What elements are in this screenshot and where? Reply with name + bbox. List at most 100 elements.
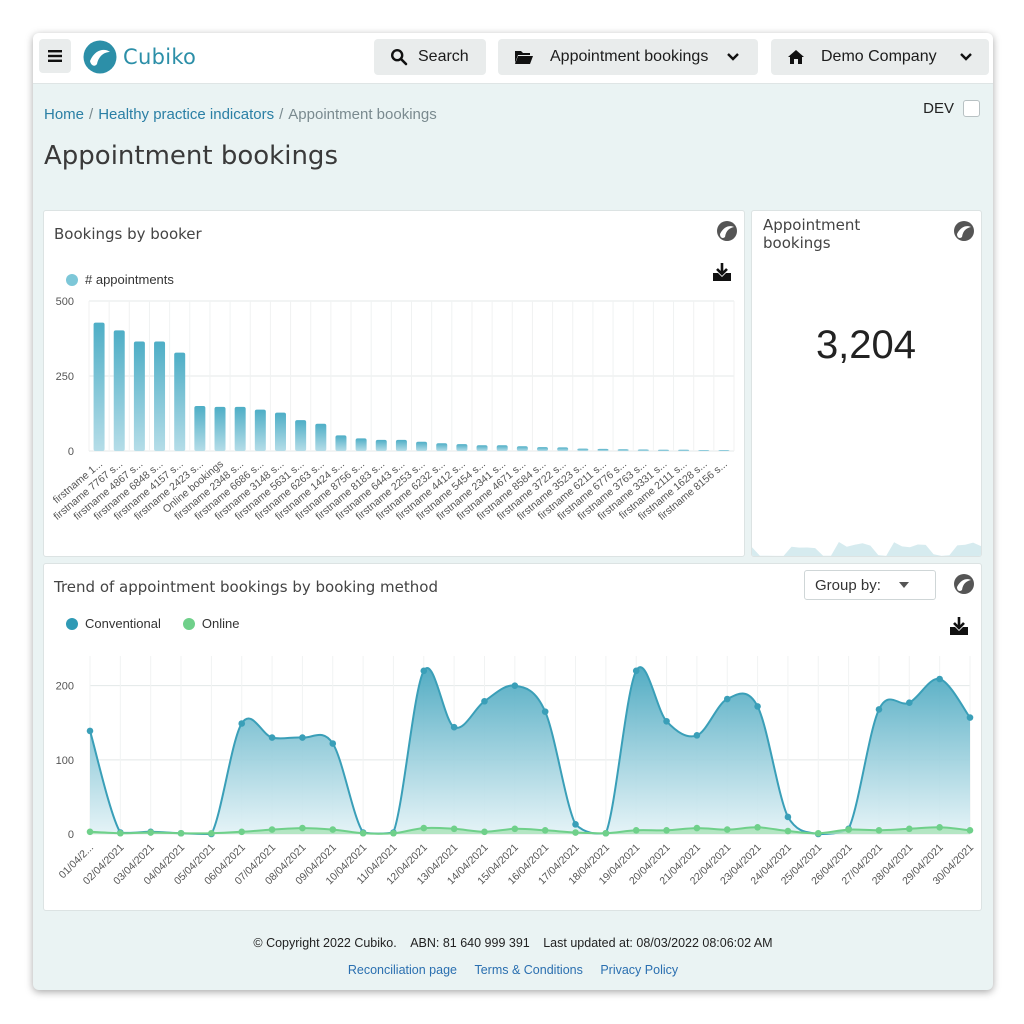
menu-button[interactable] <box>39 39 71 73</box>
data-point-online <box>117 829 124 837</box>
bar <box>395 439 407 451</box>
data-point-online <box>86 828 94 836</box>
data-point-online <box>572 829 579 836</box>
bar <box>194 406 206 451</box>
data-point-online <box>329 826 337 833</box>
data-point-conventional <box>936 675 943 683</box>
bar <box>335 435 347 451</box>
cubiko-logo-icon <box>83 40 117 74</box>
download-icon[interactable] <box>712 262 732 282</box>
group-by-label: Group by: <box>815 576 881 594</box>
y-tick-label: 500 <box>56 296 74 308</box>
kpi-card: Appointment bookings 3,204 <box>751 210 982 557</box>
report-dropdown[interactable]: Appointment bookings <box>498 39 758 75</box>
kpi-title-line1: Appointment <box>763 216 861 234</box>
data-point-conventional <box>511 682 519 689</box>
data-point-online <box>784 827 792 835</box>
hamburger-icon <box>48 50 62 62</box>
report-label: Appointment bookings <box>550 48 709 65</box>
bar <box>718 450 730 451</box>
bar <box>254 409 266 451</box>
breadcrumb-section[interactable]: Healthy practice indicators <box>98 106 275 123</box>
data-point-online <box>723 826 731 833</box>
data-point-conventional <box>875 706 883 713</box>
chevron-down-icon <box>959 53 972 61</box>
data-point-online <box>875 826 883 834</box>
reconciliation-link[interactable]: Reconciliation page <box>347 963 457 977</box>
globe-icon[interactable] <box>716 220 738 242</box>
data-point-online <box>663 826 670 834</box>
legend-label: Conventional <box>85 616 161 631</box>
legend-label: Online <box>201 616 240 631</box>
breadcrumb-separator: / <box>89 106 94 123</box>
y-tick-label: 200 <box>56 681 74 693</box>
privacy-link[interactable]: Privacy Policy <box>600 963 679 977</box>
chevron-down-icon <box>727 53 740 61</box>
data-point-conventional <box>329 740 337 747</box>
data-point-online <box>845 826 852 833</box>
data-point-conventional <box>723 695 731 703</box>
card-title: Trend of appointment bookings by booking… <box>54 578 438 596</box>
search-icon <box>390 48 408 66</box>
bar <box>516 446 528 451</box>
footer-copyright: © Copyright 2022 Cubiko. <box>253 936 397 950</box>
data-point-conventional <box>268 734 276 741</box>
bar <box>295 420 307 451</box>
download-icon[interactable] <box>949 616 969 636</box>
bar <box>617 449 629 451</box>
company-dropdown[interactable]: Demo Company <box>771 39 989 75</box>
globe-icon[interactable] <box>953 220 975 242</box>
data-point-online <box>754 824 761 831</box>
legend-conventional[interactable]: Conventional <box>66 616 161 631</box>
legend-swatch <box>66 273 78 286</box>
terms-link[interactable]: Terms & Conditions <box>474 963 583 977</box>
legend-label: # appointments <box>85 272 174 287</box>
bar <box>234 406 246 451</box>
breadcrumb-current: Appointment bookings <box>288 106 437 123</box>
legend-swatch <box>182 617 195 630</box>
data-point-online <box>693 824 701 832</box>
data-point-online <box>511 825 519 833</box>
data-point-conventional <box>86 727 94 735</box>
bar <box>214 406 226 451</box>
data-point-conventional <box>299 734 306 741</box>
group-by-dropdown[interactable]: Group by: <box>804 570 936 600</box>
bookings-by-booker-card: Bookings by booker # appointments 0 250 50… <box>43 210 745 557</box>
data-point-conventional <box>541 708 549 715</box>
bar <box>315 423 327 451</box>
dev-label: DEV <box>923 100 954 117</box>
data-point-online <box>814 829 822 837</box>
kpi-value: 3,204 <box>815 323 917 367</box>
globe-icon[interactable] <box>953 573 975 595</box>
data-point-online <box>299 824 306 832</box>
bar <box>678 449 690 451</box>
chart-legend[interactable]: # appointments <box>66 272 174 287</box>
breadcrumb-home[interactable]: Home <box>44 106 85 123</box>
data-point-conventional <box>663 717 670 725</box>
series-area-conventional <box>90 667 970 834</box>
search-button[interactable]: Search <box>374 39 486 75</box>
logo[interactable]: Cubiko <box>83 39 196 75</box>
kpi-sparkline <box>752 542 981 556</box>
data-point-conventional <box>481 697 488 705</box>
caret-down-icon <box>898 582 909 588</box>
bar <box>113 330 125 451</box>
dev-checkbox[interactable] <box>963 100 980 117</box>
page-title: Appointment bookings <box>44 141 338 171</box>
legend-online[interactable]: Online <box>182 616 240 631</box>
data-point-online <box>966 826 974 834</box>
chart-legend: Conventional Online <box>66 616 239 631</box>
bar <box>597 448 609 451</box>
company-label: Demo Company <box>821 48 937 65</box>
bar <box>496 445 508 451</box>
data-point-online <box>481 828 488 836</box>
bar <box>416 441 428 451</box>
data-point-online <box>450 825 458 833</box>
trend-area-chart: 010020001/04/2...02/04/202103/04/202104/… <box>56 656 976 887</box>
search-label: Search <box>418 48 469 65</box>
data-point-online <box>632 826 640 834</box>
data-point-online <box>208 829 215 837</box>
y-tick-label: 0 <box>68 829 74 841</box>
data-point-online <box>238 828 246 836</box>
bar <box>476 445 488 451</box>
